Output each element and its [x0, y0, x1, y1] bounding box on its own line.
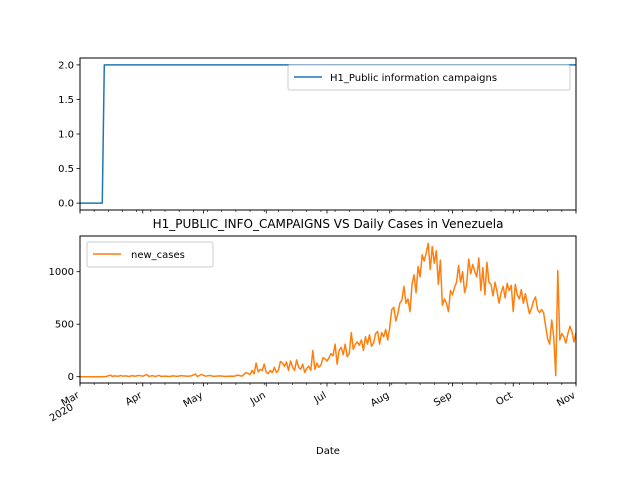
x-tick-label: Apr	[124, 390, 145, 409]
bottom-legend-box	[86, 241, 214, 268]
bottom-plot-frame	[79, 235, 577, 384]
bottom-legend: new_cases	[86, 241, 214, 268]
y-tick-label: 2.0	[58, 60, 74, 71]
top-legend-label: H1_Public information campaigns	[330, 73, 497, 84]
y-tick-label: 1000	[49, 267, 74, 278]
x-tick-label: Sep	[432, 390, 454, 409]
y-tick-label: 1.0	[58, 130, 74, 141]
y-tick-label: 0.5	[58, 164, 74, 175]
x-tick-label: Jul	[312, 390, 329, 406]
top-x-axis	[79, 210, 577, 214]
bottom-chart-title: H1_PUBLIC_INFO_CAMPAIGNS VS Daily Cases …	[153, 217, 504, 231]
x-tick-label: Jun	[248, 390, 268, 408]
x-tick-label: May	[182, 390, 205, 410]
x-tick-label: Aug	[369, 390, 391, 409]
top-plot: 0.0 0.5 1.0 1.5 2.0 H1_Public information ca…	[58, 57, 577, 214]
bottom-legend-label: new_cases	[131, 250, 185, 261]
y-tick-label: 0	[68, 372, 74, 383]
x-tick-label: Nov	[555, 390, 577, 409]
top-y-axis: 0.0 0.5 1.0 1.5 2.0	[58, 60, 80, 210]
bottom-plot: H1_PUBLIC_INFO_CAMPAIGNS VS Daily Cases …	[48, 217, 578, 457]
top-legend-box	[287, 64, 571, 91]
bottom-series-lines	[80, 242, 577, 378]
top-legend: H1_Public information campaigns	[287, 64, 571, 91]
y-tick-label: 1.5	[58, 95, 74, 106]
bottom-y-axis: 0 500 1000	[49, 267, 80, 383]
series-line-new_cases	[80, 242, 577, 378]
x-tick-label: Oct	[494, 390, 515, 408]
y-tick-label: 0.0	[58, 199, 74, 210]
x-tick-sublabel: 2020	[48, 402, 76, 424]
x-axis-label: Date	[316, 446, 340, 457]
y-tick-label: 500	[55, 320, 74, 331]
